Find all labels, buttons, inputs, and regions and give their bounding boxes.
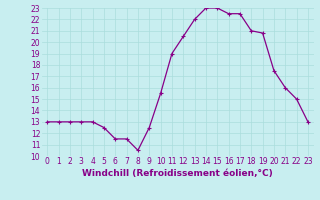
X-axis label: Windchill (Refroidissement éolien,°C): Windchill (Refroidissement éolien,°C) xyxy=(82,169,273,178)
